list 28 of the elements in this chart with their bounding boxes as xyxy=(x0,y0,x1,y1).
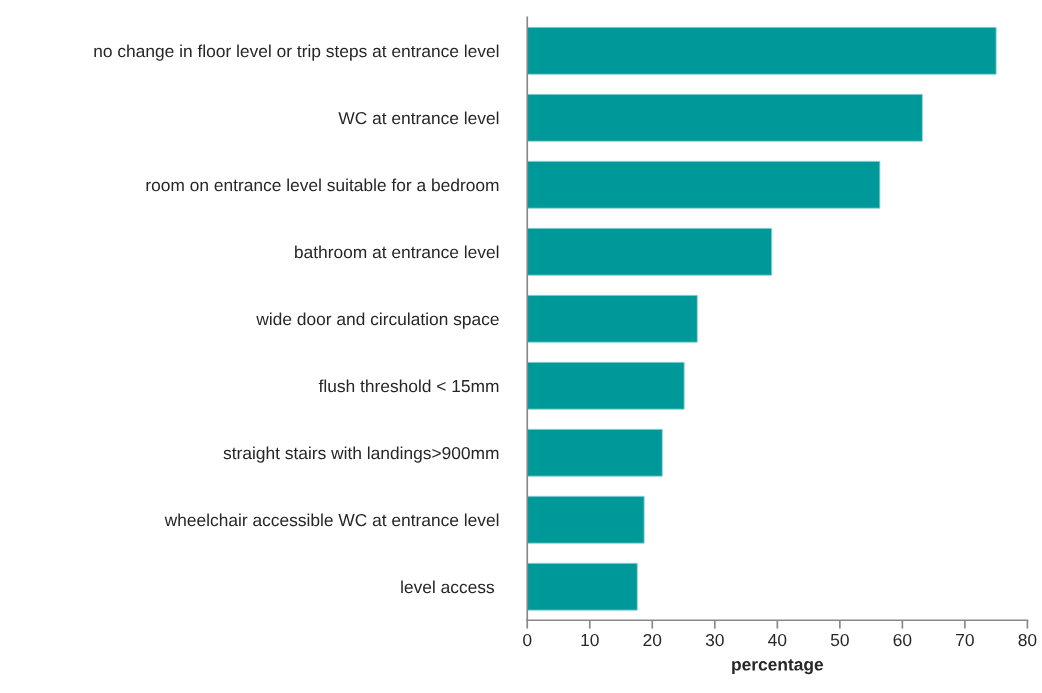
x-tick-label: 50 xyxy=(830,633,849,647)
x-tick-label: 20 xyxy=(643,633,662,647)
bar xyxy=(527,227,773,276)
x-tick-label: 30 xyxy=(705,633,724,647)
bar xyxy=(527,428,663,477)
y-tick-label: bathroom at entrance level xyxy=(295,245,499,259)
y-tick-label: no change in floor level or trip steps at entrance level xyxy=(94,44,499,61)
y-tick-label: flush threshold < 15mm xyxy=(318,379,499,393)
x-tick-label: 10 xyxy=(581,633,599,647)
x-tick-label: 60 xyxy=(893,633,912,647)
bar xyxy=(527,562,638,611)
x-tick-label: 0 xyxy=(523,633,532,647)
y-tick-label: wheelchair accessible WC at entrance level xyxy=(164,513,499,527)
x-tick-label: 80 xyxy=(1018,633,1037,647)
bar xyxy=(527,26,997,75)
bar xyxy=(527,160,881,209)
y-tick-label: level access xyxy=(401,580,495,594)
bar xyxy=(527,93,923,142)
x-axis-title: percentage xyxy=(732,659,824,675)
y-tick-label: room on entrance level suitable for a bedroom xyxy=(146,178,499,192)
y-tick-label: wide door and circulation space xyxy=(256,312,499,329)
bar xyxy=(527,495,645,544)
bar xyxy=(527,294,698,343)
y-tick-label: WC at entrance level xyxy=(338,111,499,125)
y-tick-label: straight stairs with landings>900mm xyxy=(223,446,499,463)
x-tick-label: 40 xyxy=(768,633,787,647)
x-tick-label: 70 xyxy=(956,633,974,647)
bar xyxy=(527,361,685,410)
